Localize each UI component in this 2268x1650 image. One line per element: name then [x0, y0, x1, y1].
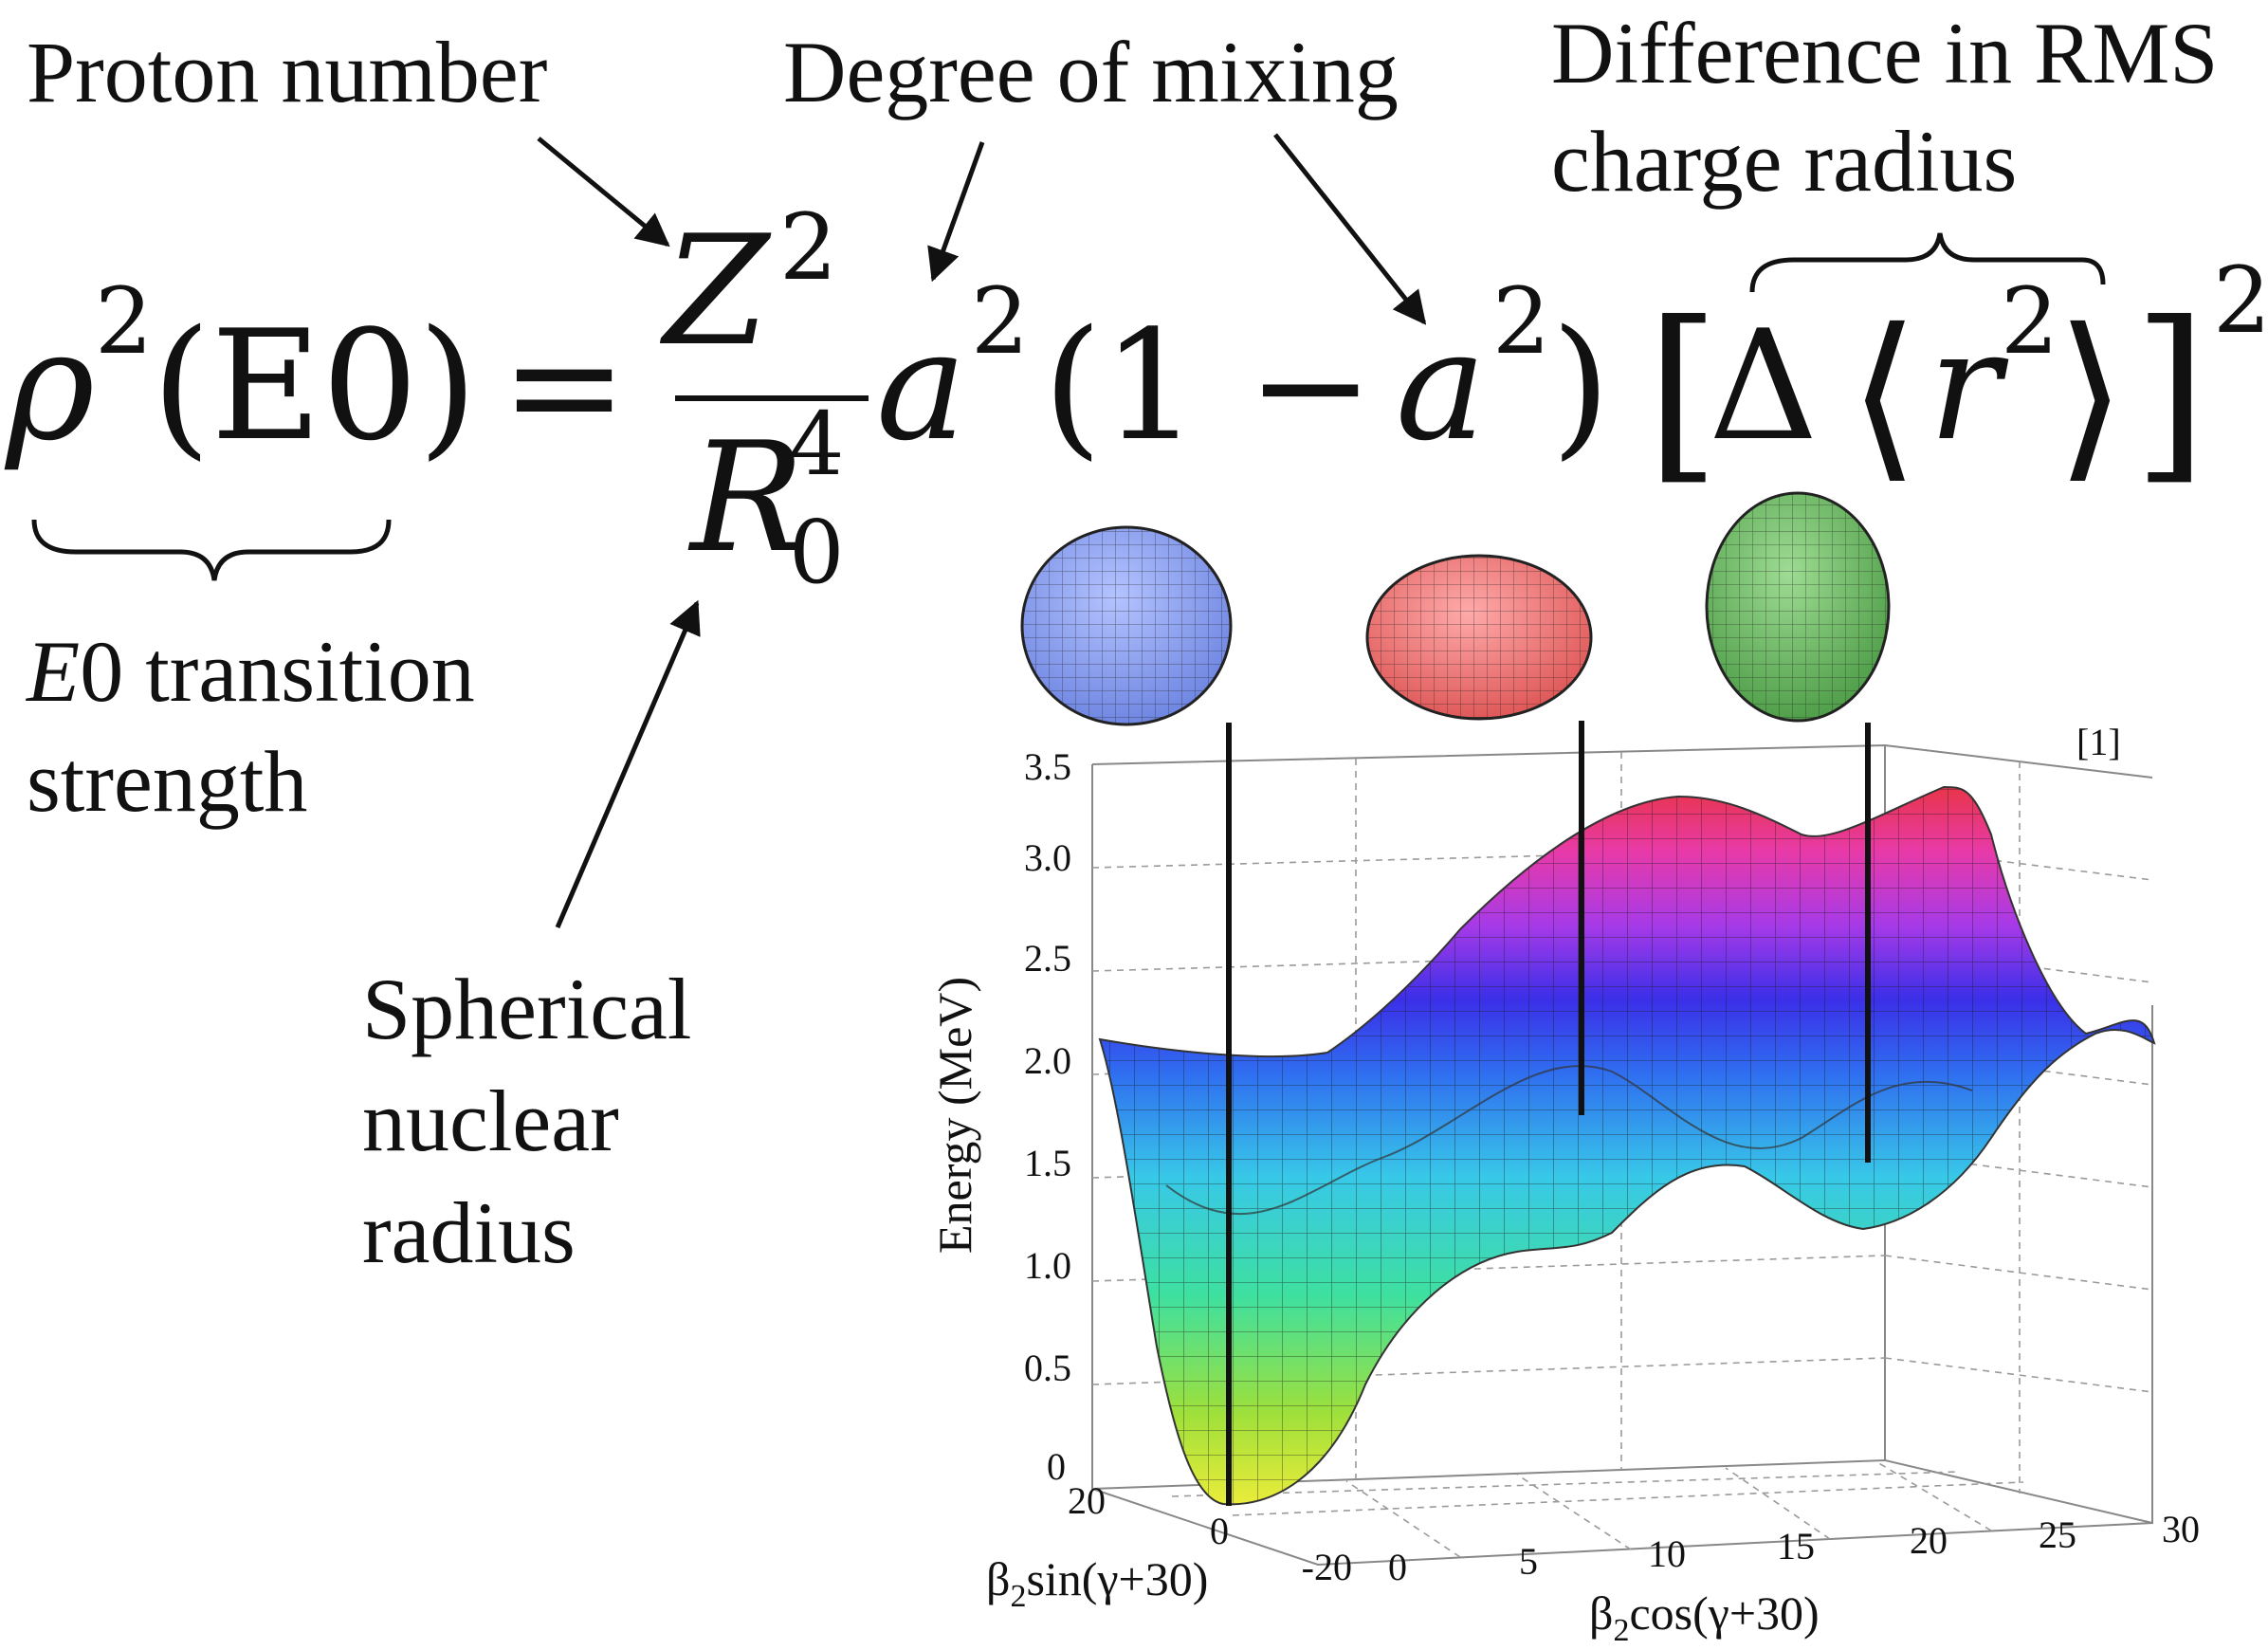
y-tick: 0 — [1210, 1510, 1229, 1552]
x-tick: 0 — [1388, 1546, 1407, 1588]
numerator-exponent: 2 — [779, 194, 837, 301]
z-tick: 1.0 — [1024, 1244, 1071, 1287]
spherical-radius-label-line3: radius — [362, 1184, 576, 1281]
r-symbol: r — [1929, 297, 2009, 474]
spherical-radius-label-line2: nuclear — [362, 1072, 619, 1169]
shape-prolate — [1705, 491, 1891, 723]
numerator-z: Z — [659, 202, 772, 379]
e0-equation: ρ 2 (E0) = Z 2 R 4 0 a 2 (1 − a 2 ) [ Δ … — [4, 194, 2268, 603]
lhs-underbrace — [31, 519, 392, 581]
x-tick: 10 — [1648, 1532, 1686, 1575]
denominator-r: R — [687, 409, 804, 586]
denominator-superscript: 4 — [789, 394, 845, 495]
rms-overbrace — [1749, 232, 2106, 293]
angle-open: ⟨ — [1849, 290, 1919, 500]
proton-number-label: Proton number — [27, 24, 548, 120]
equals-sign: = — [501, 297, 628, 474]
z-tick: 2.0 — [1024, 1039, 1071, 1082]
e0-strength-label-line2: strength — [27, 733, 308, 830]
denominator-subscript: 0 — [789, 502, 845, 603]
angle-close: ⟩ — [2056, 290, 2126, 500]
z-tick: 0.5 — [1024, 1347, 1071, 1389]
reference-label: [1] — [2076, 721, 2121, 763]
y-axis-title: β2sin(γ+30) — [986, 1552, 1208, 1614]
e0-strength-label-line1: E0 transition — [27, 620, 475, 724]
paren-a: a — [1396, 297, 1486, 474]
rms-radius-label-line2: charge radius — [1551, 113, 2018, 210]
bracket-open: [ — [1646, 282, 1720, 503]
x-tick: 15 — [1777, 1525, 1815, 1568]
z-axis-ticks: 0 0.5 1.0 1.5 2.0 2.5 3.0 3.5 — [1024, 745, 1071, 1488]
y-tick: 20 — [1068, 1479, 1106, 1522]
degree-of-mixing-label: Degree of mixing — [783, 24, 1399, 120]
y-tick: -20 — [1302, 1546, 1352, 1588]
paren-a-exponent: 2 — [1492, 268, 1550, 375]
mixing-a: a — [876, 297, 966, 474]
z-tick: 0 — [1047, 1445, 1066, 1488]
rho-exponent: 2 — [95, 268, 153, 375]
x-axis-title: β2cos(γ+30) — [1589, 1586, 1820, 1648]
paren-close: ) — [1551, 297, 1610, 474]
e0-italic-e: E — [27, 623, 81, 720]
e0-label-rest: 0 transition — [80, 623, 475, 720]
energy-surface-figure: [1] 0 0.5 1.0 1.5 2.0 2.5 3.0 3.5 Energy… — [928, 491, 2200, 1648]
x-tick: 30 — [2162, 1508, 2200, 1550]
paren-term: (1 − — [1043, 297, 1374, 474]
degree-of-mixing-arrow-left — [927, 141, 985, 283]
outer-exponent: 2 — [2213, 248, 2268, 354]
spherical-radius-arrow — [555, 599, 701, 928]
lhs-argument: (E0) — [152, 297, 477, 474]
shape-spherical — [1020, 525, 1233, 726]
z-tick: 1.5 — [1024, 1142, 1071, 1184]
x-tick: 5 — [1519, 1540, 1538, 1583]
surface-ridge — [1165, 1065, 1973, 1215]
bracket-close: ] — [2133, 282, 2207, 503]
energy-surface — [1098, 785, 2156, 1506]
z-tick: 3.0 — [1024, 836, 1071, 879]
z-tick: 3.5 — [1024, 745, 1071, 788]
surface-edge — [1098, 785, 2156, 1506]
delta-symbol: Δ — [1709, 297, 1819, 474]
z-axis-title: Energy (MeV) — [928, 977, 981, 1254]
spherical-radius-label-line1: Spherical — [362, 961, 692, 1057]
z-tick: 2.5 — [1024, 937, 1071, 980]
x-tick: 25 — [2039, 1513, 2076, 1556]
rho-symbol: ρ — [4, 297, 95, 474]
proton-number-arrow — [537, 137, 670, 248]
r-exponent: 2 — [2001, 268, 2058, 375]
mixing-a-exponent: 2 — [971, 268, 1029, 375]
y-axis-ticks: 20 0 -20 — [1068, 1479, 1352, 1588]
x-tick: 20 — [1910, 1519, 1948, 1562]
degree-of-mixing-arrow-right — [1273, 133, 1427, 325]
x-axis-ticks: 0 5 10 15 20 25 30 — [1388, 1508, 2200, 1588]
shape-oblate — [1365, 554, 1593, 721]
rms-radius-label-line1: Difference in RMS — [1551, 5, 2219, 101]
